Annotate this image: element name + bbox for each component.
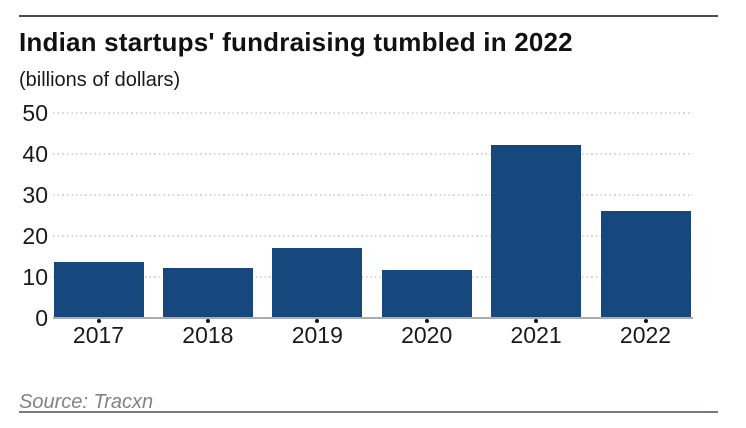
bar-2020 [381,270,472,318]
bar-2019 [272,247,363,318]
chart-title: Indian startups' fundraising tumbled in … [19,27,573,57]
y-axis-label-40: 40 [22,140,48,167]
x-axis-label-2020: 2020 [401,322,453,348]
source-label: Source: Tracxn [19,391,154,413]
gridline-50 [53,111,693,114]
y-axis-label-10: 10 [22,263,48,290]
x-axis-tick-2022 [643,319,648,323]
bar-2022 [600,210,691,318]
bar-2018 [162,268,253,318]
chart-subtitle: (billions of dollars) [19,69,181,91]
top-divider [19,15,718,17]
x-axis-line [53,316,693,319]
y-axis-label-0: 0 [35,304,48,331]
y-axis-label-30: 30 [22,181,48,208]
gridline-30 [53,193,693,196]
x-axis-label-2017: 2017 [72,322,125,348]
x-axis-label-2019: 2019 [291,322,343,348]
bar-2017 [53,262,144,318]
x-axis-tick-2017 [96,319,101,323]
x-axis-tick-2018 [205,319,210,323]
x-axis-tick-2020 [424,319,429,323]
y-axis-label-50: 50 [22,99,48,126]
x-axis-tick-2019 [315,319,320,323]
bar-2021 [491,145,582,318]
x-axis-label-2022: 2022 [619,322,672,348]
bottom-divider [19,411,718,413]
gridline-20 [53,234,693,237]
x-axis-label-2021: 2021 [510,322,562,348]
gridline-40 [53,152,693,155]
x-axis-label-2018: 2018 [182,322,234,348]
gridline-10 [53,275,693,278]
y-axis-label-20: 20 [22,222,48,249]
x-axis-tick-2021 [534,319,539,323]
